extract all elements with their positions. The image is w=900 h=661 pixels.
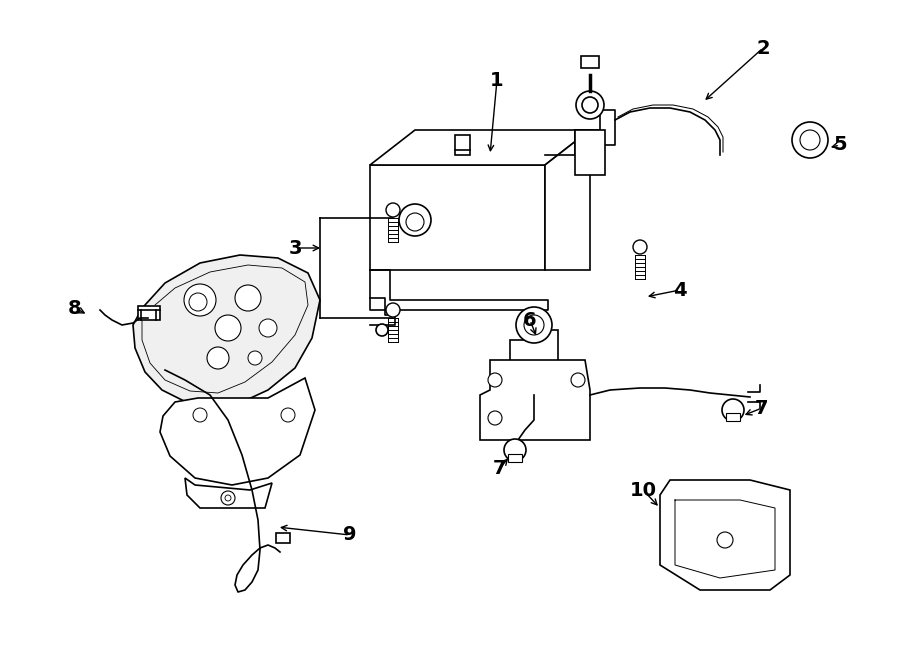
Text: 3: 3 [288, 239, 302, 258]
Bar [726, 413, 740, 421]
Circle shape [488, 411, 502, 425]
Circle shape [221, 491, 235, 505]
Circle shape [406, 213, 424, 231]
Text: 5: 5 [833, 136, 847, 155]
Circle shape [504, 439, 526, 461]
Bar [276, 533, 290, 543]
Bar [575, 130, 605, 175]
Circle shape [524, 315, 544, 335]
Circle shape [193, 408, 207, 422]
Text: 1: 1 [491, 71, 504, 89]
Circle shape [215, 315, 241, 341]
Polygon shape [545, 130, 590, 270]
Text: 10: 10 [629, 481, 656, 500]
Text: 7: 7 [755, 399, 769, 418]
Text: 7: 7 [493, 459, 507, 477]
Circle shape [207, 347, 229, 369]
Polygon shape [370, 130, 590, 165]
Polygon shape [160, 378, 315, 485]
Circle shape [488, 373, 502, 387]
Circle shape [386, 203, 400, 217]
Polygon shape [510, 330, 558, 400]
Bar [138, 306, 160, 320]
Polygon shape [185, 478, 272, 508]
Bar [455, 135, 470, 155]
Circle shape [184, 284, 216, 316]
Text: 8: 8 [68, 299, 82, 317]
Circle shape [235, 285, 261, 311]
Circle shape [722, 399, 744, 421]
Circle shape [376, 324, 388, 336]
Circle shape [516, 307, 552, 343]
Circle shape [399, 204, 431, 236]
Circle shape [259, 319, 277, 337]
Text: 2: 2 [756, 38, 770, 58]
Circle shape [800, 130, 820, 150]
Circle shape [576, 91, 604, 119]
Circle shape [248, 351, 262, 365]
Bar [508, 454, 522, 462]
Circle shape [571, 373, 585, 387]
Bar [581, 56, 599, 68]
Text: 9: 9 [343, 525, 356, 545]
Polygon shape [660, 480, 790, 590]
Circle shape [717, 532, 733, 548]
Circle shape [189, 293, 207, 311]
Circle shape [633, 240, 647, 254]
Circle shape [225, 495, 231, 501]
Bar [370, 165, 545, 270]
Circle shape [792, 122, 828, 158]
Text: 4: 4 [673, 280, 687, 299]
Polygon shape [133, 255, 320, 408]
Text: 6: 6 [523, 311, 536, 329]
Circle shape [386, 303, 400, 317]
Circle shape [582, 97, 598, 113]
Polygon shape [480, 360, 590, 440]
Circle shape [281, 408, 295, 422]
